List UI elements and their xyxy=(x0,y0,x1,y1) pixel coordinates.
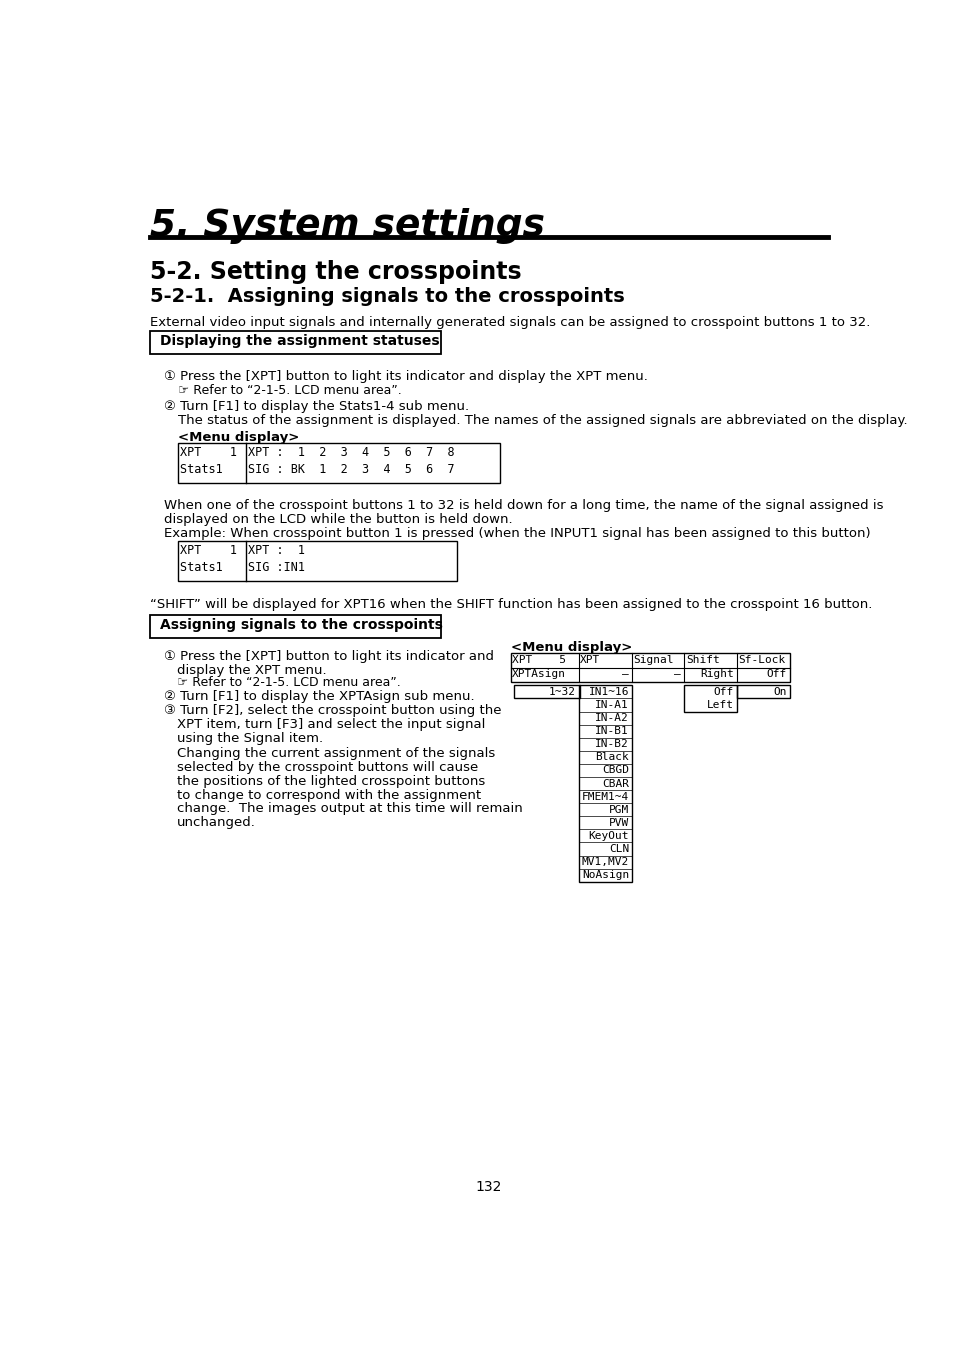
Text: 132: 132 xyxy=(476,1180,501,1194)
Text: Stats1: Stats1 xyxy=(180,561,237,574)
Text: Changing the current assignment of the signals: Changing the current assignment of the s… xyxy=(176,747,495,760)
Text: to change to correspond with the assignment: to change to correspond with the assignm… xyxy=(176,789,480,802)
Bar xyxy=(513,685,579,698)
Text: Stats1: Stats1 xyxy=(180,462,237,476)
Text: IN1~16: IN1~16 xyxy=(588,687,629,697)
Text: 5-2-1.  Assigning signals to the crosspoints: 5-2-1. Assigning signals to the crosspoi… xyxy=(150,287,624,306)
Text: IN-B2: IN-B2 xyxy=(595,739,629,749)
Text: XPT :  1: XPT : 1 xyxy=(248,543,305,557)
Text: ② Turn [F1] to display the Stats1-4 sub menu.: ② Turn [F1] to display the Stats1-4 sub … xyxy=(164,400,469,414)
Text: IN-A1: IN-A1 xyxy=(595,700,629,710)
Text: FMEM1~4: FMEM1~4 xyxy=(581,791,629,802)
Text: Right: Right xyxy=(700,669,733,679)
Bar xyxy=(736,685,789,698)
Text: MV1,MV2: MV1,MV2 xyxy=(581,857,629,867)
Text: XPT    1: XPT 1 xyxy=(180,543,237,557)
Text: “SHIFT” will be displayed for XPT16 when the SHIFT function has been assigned to: “SHIFT” will be displayed for XPT16 when… xyxy=(150,597,872,611)
Text: NoAsign: NoAsign xyxy=(581,871,629,880)
Text: XPT    1: XPT 1 xyxy=(180,446,237,458)
Text: PVW: PVW xyxy=(608,818,629,828)
Text: SIG :IN1: SIG :IN1 xyxy=(248,561,305,574)
Bar xyxy=(150,332,440,355)
Bar xyxy=(510,652,789,682)
Text: –: – xyxy=(674,669,680,679)
Text: ☞ Refer to “2-1-5. LCD menu area”.: ☞ Refer to “2-1-5. LCD menu area”. xyxy=(178,384,401,396)
Text: ① Press the [XPT] button to light its indicator and: ① Press the [XPT] button to light its in… xyxy=(164,650,494,663)
Text: using the Signal item.: using the Signal item. xyxy=(176,732,322,744)
Text: Off: Off xyxy=(765,669,785,679)
Text: When one of the crosspoint buttons 1 to 32 is held down for a long time, the nam: When one of the crosspoint buttons 1 to … xyxy=(164,499,882,512)
Text: XPT item, turn [F3] and select the input signal: XPT item, turn [F3] and select the input… xyxy=(176,717,484,731)
Text: Signal: Signal xyxy=(633,655,673,665)
Bar xyxy=(683,685,736,712)
Text: <Menu display>: <Menu display> xyxy=(510,640,631,654)
Text: Off: Off xyxy=(713,687,733,697)
Text: External video input signals and internally generated signals can be assigned to: External video input signals and interna… xyxy=(150,315,870,329)
Text: IN-B1: IN-B1 xyxy=(595,727,629,736)
Text: Shift: Shift xyxy=(685,655,719,665)
Text: IN-A2: IN-A2 xyxy=(595,713,629,723)
Text: ③ Turn [F2], select the crosspoint button using the: ③ Turn [F2], select the crosspoint butto… xyxy=(164,704,501,717)
Text: XPTAsign: XPTAsign xyxy=(512,669,565,679)
Text: CBGD: CBGD xyxy=(601,766,629,775)
Text: the positions of the lighted crosspoint buttons: the positions of the lighted crosspoint … xyxy=(176,775,484,787)
Text: XPT    5: XPT 5 xyxy=(512,655,565,665)
Text: XPT: XPT xyxy=(579,655,600,665)
Bar xyxy=(578,685,631,882)
Text: 5. System settings: 5. System settings xyxy=(150,208,545,244)
Text: KeyOut: KeyOut xyxy=(588,830,629,841)
Text: ☞ Refer to “2-1-5. LCD menu area”.: ☞ Refer to “2-1-5. LCD menu area”. xyxy=(176,677,400,689)
Text: Left: Left xyxy=(706,700,733,710)
Bar xyxy=(178,442,499,483)
Text: 5-2. Setting the crosspoints: 5-2. Setting the crosspoints xyxy=(150,260,521,284)
Text: selected by the crosspoint buttons will cause: selected by the crosspoint buttons will … xyxy=(176,760,477,774)
Text: unchanged.: unchanged. xyxy=(176,817,255,829)
Text: change.  The images output at this time will remain: change. The images output at this time w… xyxy=(176,802,522,816)
Text: Black: Black xyxy=(595,752,629,763)
Text: On: On xyxy=(772,687,785,697)
Text: <Menu display>: <Menu display> xyxy=(178,431,299,445)
Text: –: – xyxy=(621,669,628,679)
Text: Sf-Lock: Sf-Lock xyxy=(738,655,785,665)
Text: XPT :  1  2  3  4  5  6  7  8: XPT : 1 2 3 4 5 6 7 8 xyxy=(248,446,454,458)
Text: 1~32: 1~32 xyxy=(548,687,575,697)
Bar xyxy=(150,615,440,638)
Text: CBAR: CBAR xyxy=(601,779,629,789)
Text: displayed on the LCD while the button is held down.: displayed on the LCD while the button is… xyxy=(164,512,513,526)
Text: CLN: CLN xyxy=(608,844,629,855)
Text: PGM: PGM xyxy=(608,805,629,814)
Text: ② Turn [F1] to display the XPTAsign sub menu.: ② Turn [F1] to display the XPTAsign sub … xyxy=(164,690,475,702)
Text: The status of the assignment is displayed. The names of the assigned signals are: The status of the assignment is displaye… xyxy=(178,414,907,427)
Text: Example: When crosspoint button 1 is pressed (when the INPUT1 signal has been as: Example: When crosspoint button 1 is pre… xyxy=(164,527,870,539)
Text: SIG : BK  1  2  3  4  5  6  7: SIG : BK 1 2 3 4 5 6 7 xyxy=(248,462,454,476)
Text: Displaying the assignment statuses: Displaying the assignment statuses xyxy=(160,334,439,348)
Text: ① Press the [XPT] button to light its indicator and display the XPT menu.: ① Press the [XPT] button to light its in… xyxy=(164,369,647,383)
Text: display the XPT menu.: display the XPT menu. xyxy=(176,663,326,677)
Text: Assigning signals to the crosspoints: Assigning signals to the crosspoints xyxy=(160,617,443,632)
Bar xyxy=(178,541,456,581)
